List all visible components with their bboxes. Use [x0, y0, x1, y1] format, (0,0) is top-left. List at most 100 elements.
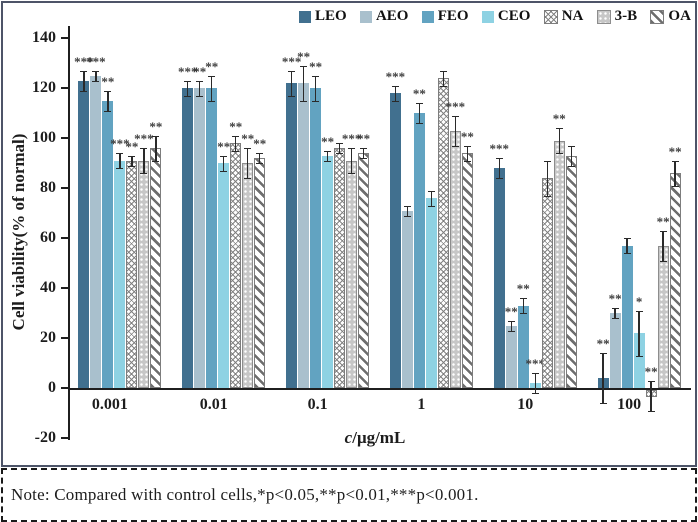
error-bar-cap — [635, 355, 643, 357]
error-bar-cap — [256, 163, 264, 165]
error-bar-cap — [220, 170, 228, 172]
error-bar-cap — [567, 145, 575, 147]
significance-stars: ** — [321, 133, 335, 149]
error-bar — [223, 155, 225, 171]
error-bar-cap — [439, 70, 447, 72]
error-bar-cap — [312, 100, 320, 102]
bar-CEO-100 — [633, 333, 645, 388]
error-bar-cap — [611, 308, 619, 310]
error-bar-cap — [495, 178, 503, 180]
legend-label: LEO — [315, 8, 347, 24]
y-tick — [61, 287, 68, 289]
significance-stars: ** — [596, 336, 610, 351]
error-bar — [626, 238, 628, 253]
error-bar-cap — [104, 90, 112, 92]
error-bar-cap — [427, 205, 435, 207]
error-bar — [326, 150, 329, 161]
error-bar — [83, 70, 85, 91]
legend-swatch-icon — [596, 9, 611, 24]
bar-3-B-100 — [657, 245, 669, 388]
error-bar-cap — [415, 123, 423, 125]
error-bar-cap — [403, 215, 411, 217]
y-tick-label: 20 — [40, 329, 56, 346]
error-bar-cap — [196, 80, 204, 82]
y-tick-label: 120 — [32, 79, 56, 96]
significance-stars: *** — [74, 53, 94, 69]
error-bar-cap — [324, 150, 332, 152]
error-bar-cap — [116, 153, 124, 155]
error-bar-cap — [543, 160, 551, 162]
significance-stars: ** — [644, 363, 658, 379]
significance-stars: *** — [86, 53, 106, 69]
significance-stars: * — [635, 293, 643, 309]
error-bar — [430, 190, 433, 206]
legend-label: OA — [668, 8, 691, 24]
error-bar — [662, 230, 664, 261]
error-bar-cap — [152, 160, 160, 162]
y-tick — [61, 437, 68, 439]
y-tick-label: 100 — [32, 129, 56, 146]
error-bar-cap — [451, 115, 459, 117]
x-tick-label: 0.1 — [307, 396, 328, 413]
bar-3-B-0.001 — [138, 160, 150, 388]
significance-stars: *** — [445, 98, 466, 114]
bar-3-B-0.01 — [242, 163, 254, 388]
legend-label: AEO — [375, 8, 409, 24]
error-bar-cap — [256, 153, 264, 155]
error-bar — [95, 70, 97, 81]
significance-stars: *** — [110, 136, 130, 151]
error-bar-cap — [507, 320, 515, 322]
error-bar-cap — [244, 148, 252, 150]
y-tick — [61, 387, 68, 389]
error-bar-cap — [152, 135, 160, 137]
error-bar-cap — [611, 318, 619, 320]
legend-swatch-icon — [359, 10, 372, 23]
error-bar — [155, 135, 157, 161]
error-bar-cap — [427, 190, 435, 192]
error-bar-cap — [128, 165, 136, 167]
legend-item-CEO: CEO — [481, 8, 530, 25]
error-bar — [211, 75, 213, 101]
error-bar-cap — [567, 165, 575, 167]
error-bar-cap — [208, 75, 216, 77]
error-bar-cap — [288, 95, 296, 97]
legend-swatch-icon — [543, 9, 558, 24]
significance-stars: *** — [385, 68, 406, 84]
y-tick — [61, 137, 68, 139]
error-bar — [302, 65, 305, 101]
bar-OA-10 — [565, 155, 577, 388]
significance-stars: ** — [608, 291, 622, 306]
error-bar-cap — [599, 353, 607, 355]
bar-AEO-0.001 — [90, 75, 102, 388]
error-bar-cap — [391, 85, 399, 87]
legend-swatch-icon — [650, 9, 665, 24]
significance-stars: ** — [241, 131, 255, 146]
bar-AEO-100 — [609, 313, 621, 388]
bar-FEO-0.001 — [102, 100, 114, 388]
error-bar — [406, 205, 409, 216]
note-text: Note: Compared with control cells,*p<0.0… — [11, 485, 479, 504]
error-bar — [259, 153, 261, 163]
bar-FEO-10 — [517, 305, 529, 388]
error-bar-cap — [531, 373, 539, 375]
bar-3-B-10 — [553, 140, 565, 388]
error-bar-cap — [324, 160, 332, 162]
x-axis-spine — [68, 388, 691, 390]
error-bar-cap — [403, 205, 411, 207]
error-bar — [314, 75, 317, 101]
x-axis-label-units: /μg/mL — [352, 428, 406, 447]
error-bar-cap — [80, 70, 88, 72]
legend-label: 3-B — [614, 8, 638, 24]
error-bar — [602, 353, 604, 403]
legend-swatch-icon — [481, 10, 494, 23]
error-bar-cap — [220, 155, 228, 157]
significance-stars: *** — [489, 141, 510, 156]
legend: LEO AEO FEO CEO NA 3-B OA — [299, 8, 691, 25]
error-bar — [350, 148, 353, 173]
error-bar-cap — [360, 148, 368, 150]
error-bar-cap — [543, 195, 551, 197]
error-bar-cap — [495, 158, 503, 160]
error-bar-cap — [519, 313, 527, 315]
error-bar — [534, 373, 536, 393]
y-tick — [61, 87, 68, 89]
